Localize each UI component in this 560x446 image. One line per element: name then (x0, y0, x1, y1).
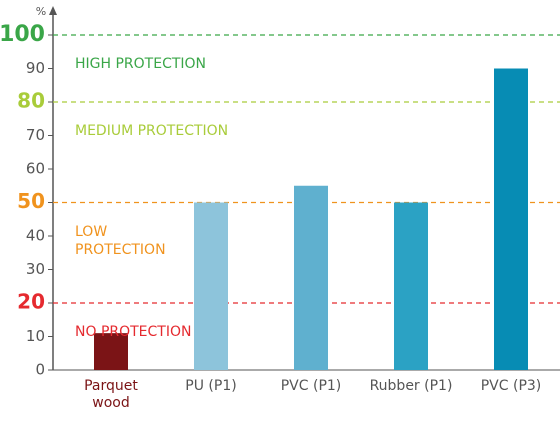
bar (294, 185, 328, 370)
y-tick-label: 70 (26, 126, 45, 144)
y-tick-label: 40 (26, 227, 45, 245)
y-tick-label: 10 (26, 327, 45, 345)
y-tick-label: 100 (0, 22, 45, 47)
x-tick-label: PVC (P3) (480, 378, 542, 394)
y-axis-arrow (49, 6, 57, 15)
y-tick-label: 90 (26, 59, 45, 77)
x-tick-label: Rubber (P1) (369, 378, 453, 394)
zone-label: NO PROTECTION (75, 324, 192, 340)
y-tick-label: 0 (35, 361, 45, 379)
bar (94, 333, 128, 370)
y-tick-label: 50 (17, 189, 45, 213)
bar (394, 202, 428, 370)
y-tick-label: 30 (26, 260, 45, 278)
y-tick-label: 20 (17, 290, 45, 314)
y-tick-label: 80 (17, 89, 45, 113)
x-tick-label: PVC (P1) (280, 378, 342, 394)
zone-label: LOW PROTECTION (75, 223, 166, 258)
bar (494, 68, 528, 370)
y-axis-label: % (36, 5, 46, 18)
bar (194, 202, 228, 370)
x-tick-label: PU (P1) (185, 378, 237, 394)
zone-label: HIGH PROTECTION (75, 56, 207, 72)
zone-label: MEDIUM PROTECTION (75, 123, 229, 139)
y-tick-label: 60 (26, 160, 45, 178)
x-tick-label: Parquet wood (84, 378, 138, 411)
